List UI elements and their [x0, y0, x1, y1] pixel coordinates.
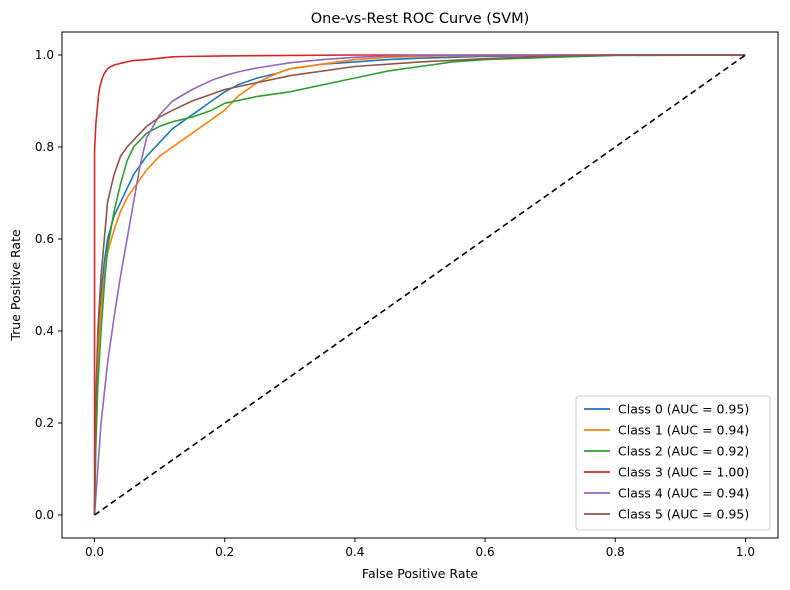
- x-tick-label: 1.0: [736, 545, 755, 559]
- axis-ticks: 0.0 0.2 0.4 0.6 0.8 1.0 0.0 0.2 0.4 0.6 0.8 1.0: [35, 48, 755, 559]
- y-tick-label: 0.6: [35, 232, 54, 246]
- chance-line: [94, 54, 746, 516]
- y-tick-label: 0.8: [35, 140, 54, 154]
- x-tick-label: 0.8: [606, 545, 625, 559]
- series-line-0: [93, 54, 746, 516]
- series-lines: [93, 54, 746, 516]
- series-line-3: [93, 54, 746, 515]
- series-line-5: [93, 54, 746, 516]
- legend: Class 0 (AUC = 0.95) Class 1 (AUC = 0.94)…: [575, 395, 771, 531]
- x-tick-label: 0.2: [215, 545, 234, 559]
- y-tick-label: 0.2: [35, 416, 54, 430]
- legend-label: Class 2 (AUC = 0.92): [618, 444, 749, 459]
- legend-label: Class 5 (AUC = 0.95): [618, 507, 749, 522]
- legend-box: [575, 395, 771, 531]
- y-tick-label: 0.0: [35, 508, 54, 522]
- series-line-4: [93, 54, 746, 516]
- chart-title: One-vs-Rest ROC Curve (SVM): [311, 11, 529, 27]
- x-tick-label: 0.6: [476, 545, 495, 559]
- x-tick-label: 0.4: [345, 545, 364, 559]
- x-tick-label: 0.0: [85, 545, 104, 559]
- plot-frame: [61, 31, 779, 539]
- y-tick-label: 1.0: [35, 48, 54, 62]
- legend-label: Class 0 (AUC = 0.95): [618, 402, 749, 417]
- legend-label: Class 1 (AUC = 0.94): [618, 423, 749, 438]
- y-axis-label: True Positive Rate: [8, 229, 23, 342]
- y-tick-label: 0.4: [35, 324, 54, 338]
- series-line-2: [93, 54, 746, 516]
- legend-label: Class 3 (AUC = 1.00): [618, 465, 749, 480]
- x-axis-label: False Positive Rate: [362, 566, 478, 581]
- legend-label: Class 4 (AUC = 0.94): [618, 486, 749, 501]
